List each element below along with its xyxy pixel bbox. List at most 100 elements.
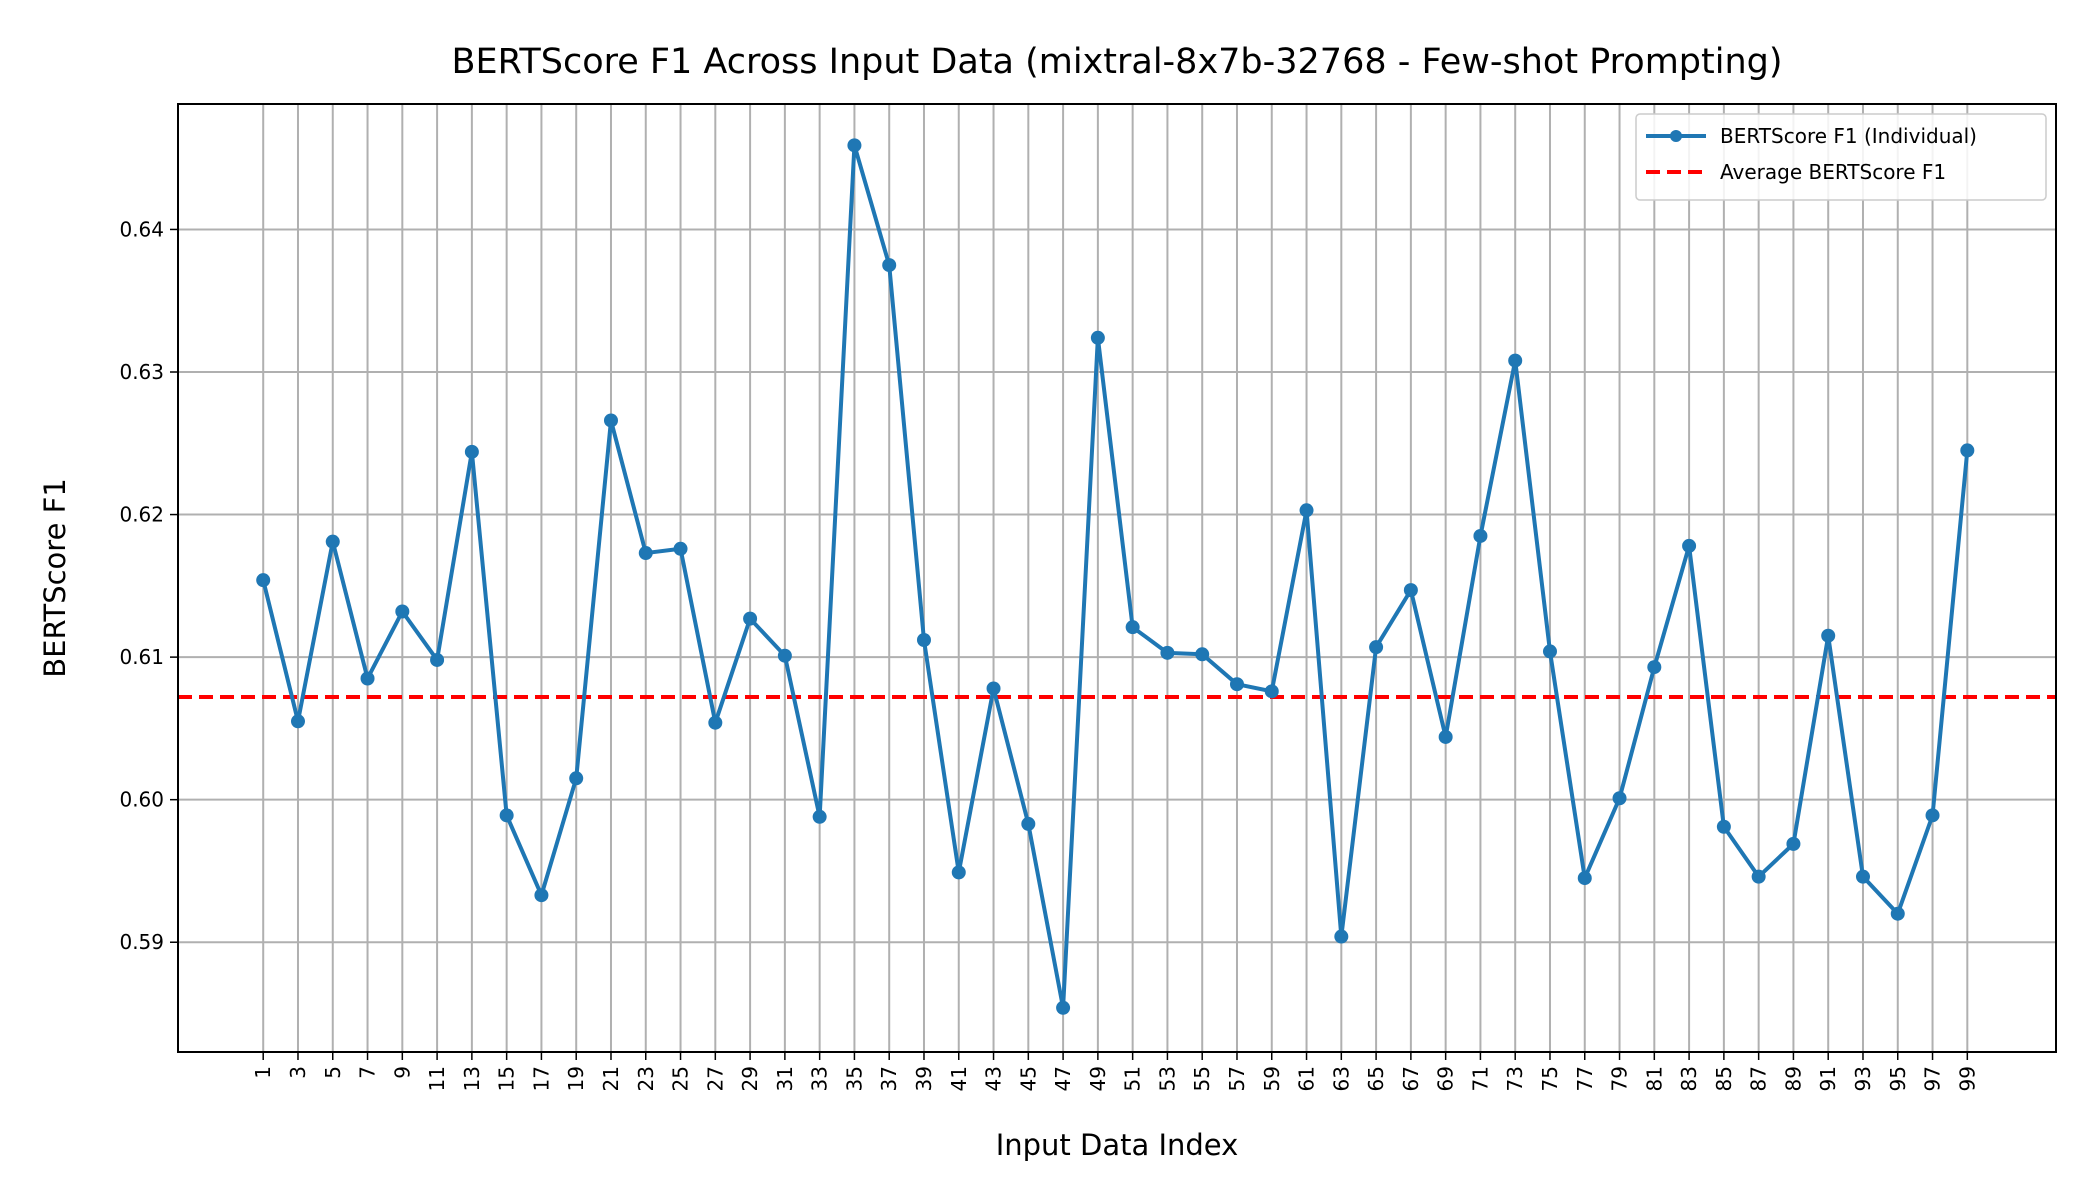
series-line-individual xyxy=(261,143,1970,1010)
x-tick-label: 23 xyxy=(634,1066,658,1091)
legend-label-average: Average BERTScore F1 xyxy=(1720,160,1946,184)
x-tick-label: 95 xyxy=(1886,1066,1910,1091)
x-tick-label: 25 xyxy=(669,1066,693,1091)
x-tick-label: 67 xyxy=(1399,1066,1423,1091)
x-tick-label: 83 xyxy=(1677,1066,1701,1091)
x-tick-label: 79 xyxy=(1608,1066,1632,1091)
plot-frame xyxy=(177,103,2057,1053)
y-tick-label: 0.63 xyxy=(119,360,164,384)
data-point xyxy=(1786,836,1801,851)
x-tick-label: 81 xyxy=(1642,1066,1666,1091)
data-point xyxy=(395,604,410,619)
x-tick-label: 55 xyxy=(1190,1066,1214,1091)
series-group xyxy=(256,138,1975,1015)
data-point xyxy=(325,534,340,549)
data-point xyxy=(1125,620,1140,635)
data-point xyxy=(569,771,584,786)
x-tick-label: 49 xyxy=(1086,1066,1110,1091)
data-point xyxy=(1508,353,1523,368)
data-point xyxy=(1855,869,1870,884)
x-tick-label: 93 xyxy=(1851,1066,1875,1091)
y-tick-label: 0.60 xyxy=(119,788,164,812)
data-point xyxy=(1577,871,1592,886)
data-point xyxy=(708,715,723,730)
x-tick-label: 17 xyxy=(529,1066,553,1091)
data-point xyxy=(1021,816,1036,831)
x-tick-label: 15 xyxy=(495,1066,519,1091)
x-tick-label: 61 xyxy=(1295,1066,1319,1091)
data-point xyxy=(360,671,375,686)
y-tick-label: 0.59 xyxy=(119,930,164,954)
x-tick-label: 57 xyxy=(1225,1066,1249,1091)
grid-lines xyxy=(178,104,2056,1052)
data-point xyxy=(290,714,305,729)
x-tick-label: 53 xyxy=(1155,1066,1179,1091)
data-point xyxy=(1334,929,1349,944)
data-point xyxy=(1925,808,1940,823)
data-point xyxy=(1751,869,1766,884)
x-tick-label: 99 xyxy=(1955,1066,1979,1091)
x-tick-label: 21 xyxy=(599,1066,623,1091)
data-point xyxy=(1264,684,1279,699)
x-tick-label: 85 xyxy=(1712,1066,1736,1091)
data-point xyxy=(1160,645,1175,660)
data-point xyxy=(464,444,479,459)
x-tick-label: 29 xyxy=(738,1066,762,1091)
x-tick-label: 39 xyxy=(912,1066,936,1091)
x-tick-label: 47 xyxy=(1051,1066,1075,1091)
data-point xyxy=(1090,330,1105,345)
data-point xyxy=(882,258,897,273)
data-point xyxy=(1960,443,1975,458)
data-point xyxy=(1299,503,1314,518)
data-point xyxy=(499,808,514,823)
x-tick-label: 3 xyxy=(286,1066,310,1079)
data-point xyxy=(986,681,1001,696)
data-point xyxy=(430,652,445,667)
x-tick-label: 63 xyxy=(1329,1066,1353,1091)
data-point xyxy=(812,809,827,824)
data-point xyxy=(673,541,688,556)
data-point xyxy=(1473,528,1488,543)
x-tick-label: 13 xyxy=(460,1066,484,1091)
legend-label-individual: BERTScore F1 (Individual) xyxy=(1720,124,1977,148)
x-tick-label: 7 xyxy=(356,1066,380,1079)
x-tick-label: 1 xyxy=(251,1066,275,1079)
data-point xyxy=(847,138,862,153)
data-point xyxy=(1542,644,1557,659)
data-point xyxy=(777,648,792,663)
y-tick-label: 0.62 xyxy=(119,503,164,527)
x-ticks: 1 3 5 7 9 11 13 15 17 19 21 23 25 27 29 31 33 35 37 39 41 43 4… xyxy=(251,1052,1979,1091)
x-tick-label: 59 xyxy=(1260,1066,1284,1091)
x-tick-label: 19 xyxy=(564,1066,588,1091)
x-axis-label: Input Data Index xyxy=(996,1128,1239,1162)
legend: BERTScore F1 (Individual) Average BERTSc… xyxy=(1635,113,2047,201)
x-tick-label: 31 xyxy=(773,1066,797,1091)
x-tick-label: 89 xyxy=(1781,1066,1805,1091)
x-tick-label: 69 xyxy=(1434,1066,1458,1091)
legend-box xyxy=(1635,113,2047,201)
data-point xyxy=(603,413,618,428)
x-tick-label: 9 xyxy=(390,1066,414,1079)
data-point xyxy=(1369,640,1384,655)
x-tick-label: 73 xyxy=(1503,1066,1527,1091)
data-point xyxy=(1403,583,1418,598)
data-point xyxy=(1229,677,1244,692)
data-point xyxy=(1612,791,1627,806)
x-tick-label: 35 xyxy=(842,1066,866,1091)
data-point xyxy=(1647,660,1662,675)
x-tick-label: 41 xyxy=(947,1066,971,1091)
x-tick-label: 71 xyxy=(1468,1066,1492,1091)
y-ticks: 0.59 0.60 0.61 0.62 0.63 0.64 xyxy=(119,217,178,954)
data-point xyxy=(743,611,758,626)
x-tick-label: 65 xyxy=(1364,1066,1388,1091)
data-point xyxy=(1438,729,1453,744)
x-tick-label: 43 xyxy=(982,1066,1006,1091)
x-tick-label: 77 xyxy=(1573,1066,1597,1091)
y-tick-label: 0.61 xyxy=(119,645,164,669)
x-tick-label: 91 xyxy=(1816,1066,1840,1091)
data-point xyxy=(638,546,653,561)
x-tick-label: 37 xyxy=(877,1066,901,1091)
chart-title: BERTScore F1 Across Input Data (mixtral-… xyxy=(451,42,1782,82)
x-tick-label: 33 xyxy=(808,1066,832,1091)
